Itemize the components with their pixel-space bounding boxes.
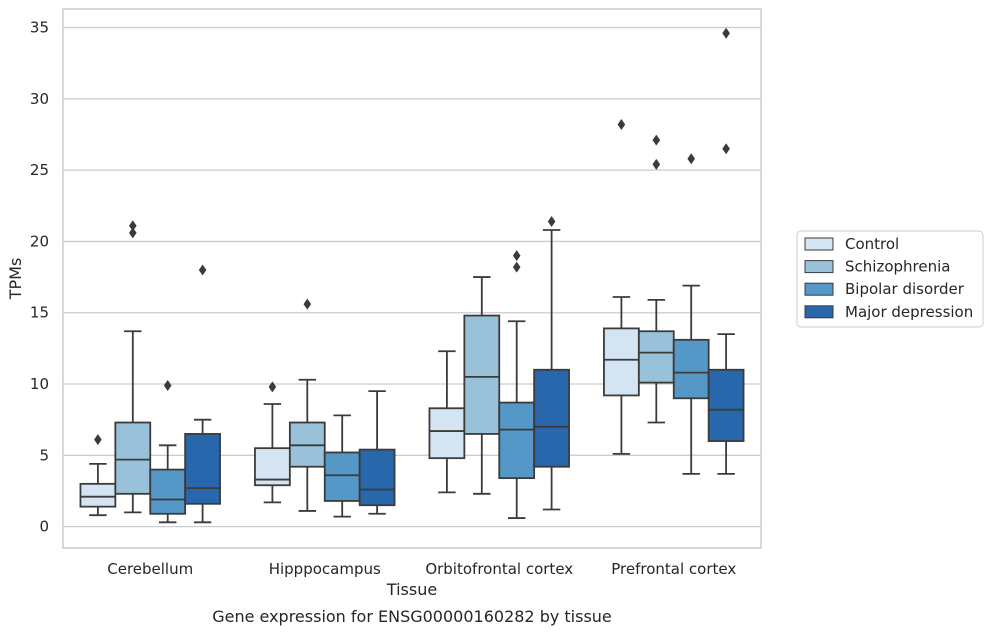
box-orbitofrontal-cortex-schizophrenia: [463, 276, 501, 495]
outlier-point: [512, 250, 521, 262]
outlier-point: [512, 261, 521, 273]
box-prefrontal-cortex-control: [603, 119, 640, 455]
box-cerebellum-major-depression: [184, 264, 221, 524]
y-axis-label: TPMs: [6, 258, 25, 301]
y-tick-label: 30: [30, 90, 49, 108]
legend-swatch: [804, 237, 834, 251]
legend-label: Schizophrenia: [845, 258, 950, 276]
outlier-point: [94, 434, 102, 446]
box-iqr: [114, 421, 152, 495]
box-hipppocampus-schizophrenia: [288, 298, 326, 512]
y-tick-label: 35: [30, 19, 49, 37]
box-cerebellum-schizophrenia: [114, 220, 152, 514]
x-axis-label: Tissue: [386, 580, 437, 599]
y-tick-label: 15: [30, 304, 49, 322]
x-tick-label: Cerebellum: [107, 560, 193, 578]
box-iqr: [707, 368, 745, 442]
outlier-point: [303, 298, 312, 310]
box-prefrontal-cortex-schizophrenia: [637, 134, 675, 424]
legend-item: Control: [804, 235, 899, 253]
y-axis-ticks: 0 5 10 15 20 25 30 35: [30, 19, 49, 536]
box-orbitofrontal-cortex-major-depression: [533, 215, 570, 511]
y-tick-label: 20: [30, 232, 49, 250]
outlier-point: [687, 153, 695, 165]
legend-item: Bipolar disorder: [804, 280, 965, 298]
outlier-point: [547, 215, 556, 227]
box-iqr: [498, 401, 536, 480]
box-prefrontal-cortex-major-depression: [707, 27, 745, 475]
y-tick-label: 0: [39, 518, 49, 536]
outlier-point: [129, 220, 137, 232]
legend: Control Schizophrenia Bipolar disorder Majo…: [796, 230, 984, 328]
box-orbitofrontal-cortex-control: [428, 350, 466, 494]
box-iqr: [463, 314, 501, 435]
legend-label: Major depression: [845, 303, 973, 321]
box-hipppocampus-major-depression: [358, 390, 396, 515]
legend-swatch: [804, 260, 834, 274]
legend-item: Major depression: [804, 303, 973, 321]
box-plot-area: [79, 27, 745, 524]
x-tick-label: Hipppocampus: [269, 560, 381, 578]
box-cerebellum-bipolar-disorder: [149, 379, 187, 524]
legend-frame: [796, 230, 984, 328]
box-hipppocampus-control: [254, 381, 291, 504]
outlier-point: [722, 27, 730, 39]
outlier-point: [163, 379, 172, 391]
chart-caption: Gene expression for ENSG00000160282 by t…: [212, 607, 612, 626]
outlier-point: [722, 143, 730, 155]
box-iqr: [79, 482, 117, 508]
x-tick-label: Orbitofrontal cortex: [425, 560, 573, 578]
outlier-point: [617, 119, 626, 130]
y-tick-label: 5: [39, 446, 49, 464]
box-iqr: [533, 368, 570, 468]
legend-swatch: [804, 305, 834, 319]
box-iqr: [637, 330, 675, 384]
legend-item: Schizophrenia: [804, 258, 950, 276]
y-tick-label: 25: [30, 161, 49, 179]
box-iqr: [672, 338, 710, 400]
outlier-point: [652, 158, 661, 170]
outlier-point: [268, 381, 277, 393]
box-hipppocampus-bipolar-disorder: [323, 414, 361, 518]
legend-swatch: [804, 282, 834, 296]
box-iqr: [323, 451, 361, 502]
box-cerebellum-control: [79, 434, 117, 517]
plot-frame: [62, 8, 762, 549]
outlier-point: [198, 264, 207, 276]
box-iqr: [149, 468, 187, 515]
x-tick-label: Prefrontal cortex: [611, 560, 736, 578]
outlier-point: [129, 227, 137, 239]
legend-label: Bipolar disorder: [845, 280, 965, 298]
grid-lines: [63, 26, 761, 528]
box-iqr: [358, 448, 396, 507]
outlier-point: [652, 134, 661, 146]
box-iqr: [428, 407, 466, 460]
legend-label: Control: [845, 235, 899, 253]
box-prefrontal-cortex-bipolar-disorder: [672, 153, 710, 475]
x-axis-ticks: Cerebellum Hipppocampus Orbitofrontal cort…: [107, 560, 736, 578]
y-tick-label: 10: [30, 375, 49, 393]
box-iqr: [603, 327, 640, 397]
box-iqr: [184, 433, 221, 505]
